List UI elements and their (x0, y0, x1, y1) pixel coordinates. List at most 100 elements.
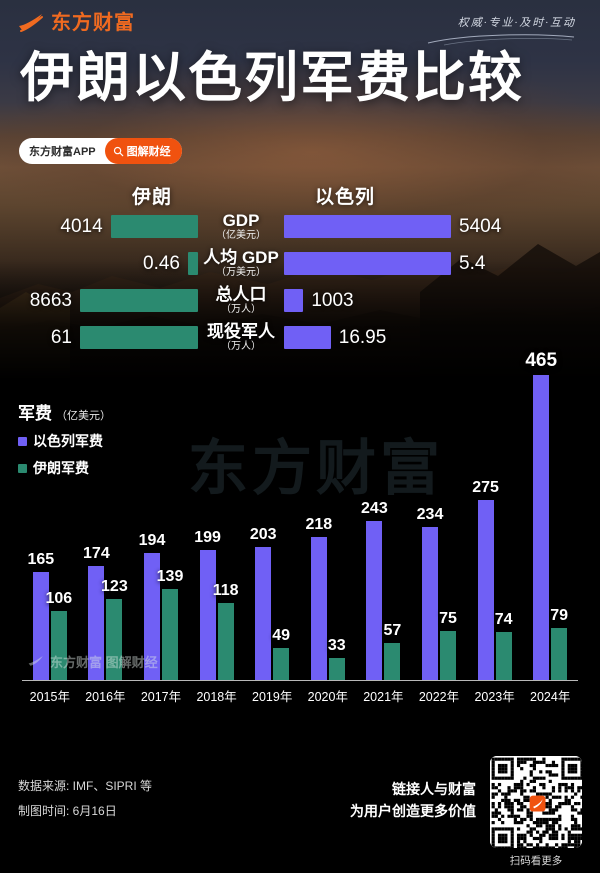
chart-bar-israel[interactable] (88, 566, 105, 680)
chart-bar-label-israel: 243 (361, 499, 388, 517)
comparison-left-value: 61 (50, 326, 72, 348)
comparison-metric-name: 人均 GDP (203, 247, 279, 267)
comparison-metric-label: GDP （亿美元） (198, 210, 284, 241)
comparison-metric-unit: （万人） (221, 303, 261, 315)
comparison-metric-label: 人均 GDP （万美元） (198, 247, 284, 278)
legend-item-israel[interactable]: 以色列军费 (18, 431, 111, 451)
footer-slogan: 链接人与财富 为用户创造更多价值 (350, 778, 476, 823)
chart-bar-label-israel: 275 (472, 478, 499, 496)
chart-x-tick: 2021年 (363, 690, 404, 704)
legend-label-iran: 伊朗军费 (33, 460, 89, 476)
comparison-right-value: 5404 (459, 215, 502, 237)
chart-bar-group: 194 139 (139, 388, 183, 680)
chart-bar-israel[interactable] (199, 549, 216, 680)
comparison-right-bar (284, 215, 451, 238)
comparison-right-cell: 1003 (284, 289, 600, 312)
chart-bar-label-iran: 74 (494, 610, 513, 628)
chart-bar-label-iran: 79 (550, 607, 569, 625)
comparison-metric-unit: （万美元） (216, 266, 266, 278)
footer-source: 数据来源: IMF、SIPRI 等 (18, 779, 153, 793)
chart-bar-label-israel: 234 (416, 505, 444, 523)
comparison-right-bar (284, 326, 331, 349)
chart-bar-label-iran: 49 (272, 626, 291, 644)
chart-bar-iran[interactable] (328, 658, 345, 680)
brand-logo[interactable]: 东方财富 (18, 13, 135, 33)
chart-bar-iran[interactable] (440, 630, 456, 680)
chart-bar-group: 199 118 (194, 388, 239, 680)
chart-bar-iran[interactable] (495, 631, 512, 680)
app-badge[interactable]: 东方财富APP 图解财经 (19, 138, 182, 164)
chart-x-tick: 2018年 (196, 690, 237, 704)
chart-plot-area: 165 106 174 123 194 139 199 118 203 49 218 33 243 57 2… (22, 388, 578, 680)
app-badge-label: 东方财富APP (29, 146, 96, 158)
comparison-left-bar (187, 252, 198, 275)
comparison-left-value: 0.46 (143, 252, 180, 274)
comparison-left-cell: 8663 (0, 289, 198, 312)
chart-bar-israel-2024-overflow[interactable] (533, 375, 550, 680)
qr-code-icon[interactable] (490, 756, 582, 848)
eastmoney-logo-icon (19, 14, 43, 32)
comparison-left-value: 4014 (60, 215, 103, 237)
comparison-right-bar (284, 289, 304, 312)
comparison-left-bar (80, 326, 198, 349)
chart-x-tick: 2019年 (252, 690, 293, 704)
page-title: 伊朗以色列军费比较 (20, 48, 524, 108)
footer: 数据来源: IMF、SIPRI 等 制图时间: 6月16日 链接人与财富 为用户… (0, 740, 600, 873)
chart-bar-group: 174 123 (83, 388, 128, 680)
chart-bar-israel[interactable] (310, 537, 327, 680)
chart-bar-iran[interactable] (50, 610, 67, 680)
app-badge-pill[interactable]: 图解财经 (104, 138, 182, 164)
chart-bar-iran[interactable] (106, 599, 123, 680)
brand-tagline: 权威·专业·及时·互动 (426, 14, 576, 46)
chart-unit: （亿美元） (56, 410, 111, 422)
chart-bar-iran[interactable] (162, 588, 178, 680)
comparison-left-cell: 4014 (0, 215, 198, 238)
comparison-metric-label: 总人口 （万人） (198, 284, 284, 315)
chart-bar-label-iran: 75 (439, 609, 457, 627)
chart-bar-label-israel: 174 (83, 545, 110, 563)
comparison-left-cell: 61 (0, 326, 198, 349)
chart-legend: 军费 （亿美元） 以色列军费 伊朗军费 (18, 399, 111, 478)
chart-bar-group: 234 75 (417, 388, 457, 680)
chart-bar-label-iran: 118 (212, 581, 239, 599)
chart-bar-israel[interactable] (366, 520, 383, 680)
legend-swatch-israel (18, 436, 27, 446)
chart-bar-group: 275 74 (472, 388, 512, 680)
chart-bar-israel[interactable] (422, 526, 438, 680)
chart-bar-israel[interactable] (32, 571, 49, 680)
chart-bar-iran[interactable] (217, 602, 234, 680)
chart-bar-iran[interactable] (273, 647, 290, 680)
comparison-metric-unit: （亿美元） (216, 229, 266, 241)
chart-x-tick: 2023年 (474, 690, 515, 704)
brand-tagline-text: 权威·专业·及时·互动 (457, 17, 576, 29)
chart-x-tick: 2015年 (29, 690, 70, 704)
comparison-metric-name: GDP (222, 210, 260, 230)
qr-caption: 扫码看更多 (509, 855, 563, 867)
comparison-right-bar (284, 252, 451, 275)
chart-axis-line (22, 680, 578, 681)
comparison-metric-name: 总人口 (215, 284, 267, 304)
legend-item-iran[interactable]: 伊朗军费 (18, 458, 111, 478)
chart-bar-group: 218 33 (305, 388, 346, 680)
chart-bar-israel[interactable] (144, 552, 160, 680)
qr-block[interactable]: 扫码看更多 (490, 756, 582, 868)
chart-bar-label-israel: 218 (305, 516, 333, 534)
comparison-header-israel: 以色列 (315, 187, 376, 208)
comparison-headers: 伊朗 以色列 (0, 182, 600, 208)
comparison-left-bar (110, 215, 198, 238)
chart-bar-israel[interactable] (477, 499, 494, 680)
chart-bar-iran[interactable] (551, 628, 568, 680)
comparison-row: 61 现役军人 （万人） 16.95 (0, 319, 600, 356)
chart-bar-label-iran: 33 (327, 637, 346, 655)
chart-bar-iran[interactable] (384, 642, 401, 680)
footer-slogan-line2: 为用户创造更多价值 (350, 803, 476, 820)
chart-title: 军费 (18, 404, 52, 423)
chart-bar-label-israel: 199 (194, 528, 221, 546)
chart-bar-label-iran: 139 (156, 567, 184, 585)
comparison-right-value: 1003 (311, 289, 354, 311)
comparison-metric-name: 现役军人 (207, 321, 275, 341)
chart-bar-israel[interactable] (255, 547, 272, 680)
comparison-row: 0.46 人均 GDP （万美元） 5.4 (0, 245, 600, 282)
chart-bar-label-iran: 123 (101, 578, 128, 596)
